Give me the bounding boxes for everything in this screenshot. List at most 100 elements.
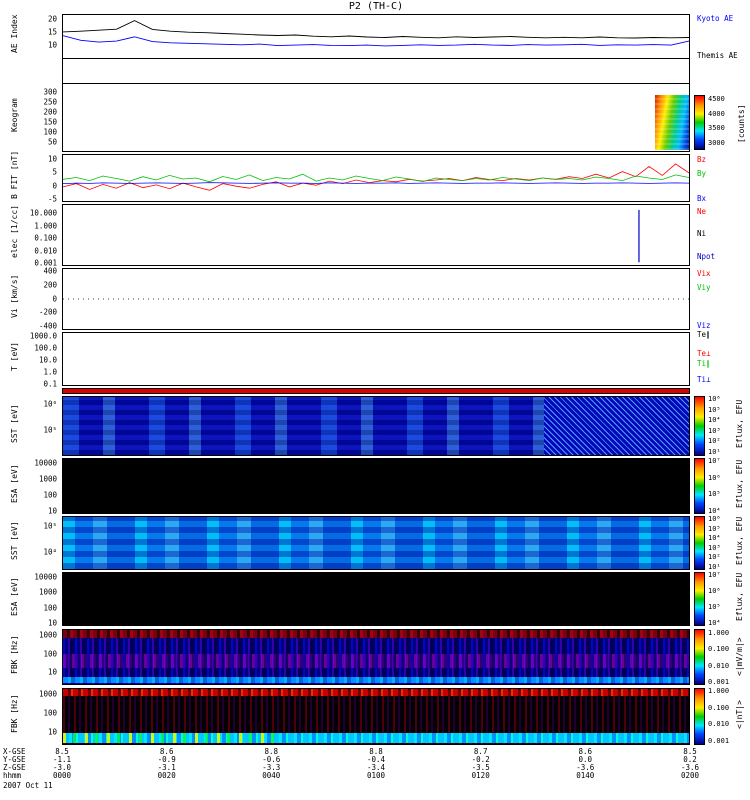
tick-label: 10⁶ <box>43 399 57 409</box>
fbk-e-mid-band <box>63 654 689 668</box>
velocity-line-plot <box>63 269 689 329</box>
tick-label: 10² <box>708 553 721 562</box>
tick-label: 100 <box>43 649 57 658</box>
tick-label: 10⁵ <box>708 603 721 611</box>
tick-label: 1000 <box>38 630 57 640</box>
colorbar-sst-electron <box>694 516 705 570</box>
tick-label: 1000 <box>38 474 57 484</box>
panel-velocity <box>62 268 690 330</box>
tick-label: 10.000 <box>29 208 57 218</box>
trace-Themis AE <box>63 21 689 38</box>
tick-label: 3000 <box>708 139 725 147</box>
tick-label: 0.001 <box>34 258 57 268</box>
tick-label: 0.100 <box>708 645 730 654</box>
bottom-axis-value: 0040 <box>262 771 281 780</box>
tick-label: -5 <box>47 194 57 204</box>
yticks-fbk-b: 1000 100 10 <box>0 690 57 737</box>
cbar-unit-fbk-e: <|mV/m|> <box>735 637 744 676</box>
bottom-axis-value: 8.6 <box>578 747 593 756</box>
bottom-axis-value: -0.2 <box>471 755 490 764</box>
tick-label: 0 <box>52 181 57 191</box>
trace-Bx <box>63 183 689 184</box>
yticks-sst-electron: 10⁵ 10⁴ <box>0 522 57 557</box>
bottom-axis-value: 0100 <box>366 771 386 780</box>
panel-density <box>62 204 690 266</box>
yticks-bfit: 10 5 0 -5 <box>0 155 57 204</box>
panel-fbk-e-spectrogram <box>62 629 690 685</box>
yticks-temperature: 1000.0 100.0 10.0 1.0 0.1 <box>0 332 57 389</box>
bottom-axis-value: -3.0 <box>52 763 72 772</box>
sst-ion-hatch-region <box>544 397 689 455</box>
tick-label: 100 <box>43 490 57 500</box>
yticks-keogram: 300 250 200 150 100 50 <box>0 88 57 147</box>
tick-label: 4000 <box>708 109 725 118</box>
trace-Kyoto AE <box>63 36 689 46</box>
panel-sst-electron-spectrogram <box>62 516 690 570</box>
cbar-unit-fbk-b: <|nT|> <box>735 700 744 729</box>
tick-label: 150 <box>43 117 57 127</box>
bottom-axis-value: 0000 <box>52 771 72 780</box>
panel-esa-ion-spectrogram <box>62 458 690 514</box>
tick-label: 0 <box>52 294 57 303</box>
density-line-plot <box>63 205 689 265</box>
trace-label-vix: Vix <box>697 269 711 278</box>
tick-label: 20 <box>47 14 57 24</box>
colorbar-esa-ion <box>694 458 705 514</box>
colorbar-keogram <box>694 95 705 150</box>
cticks-esa-electron: 10⁷ 10⁶ 10⁵ 10⁴ <box>708 571 738 627</box>
fbk-e-top-band <box>63 630 689 638</box>
tick-label: 1000 <box>38 689 57 699</box>
tick-label: 300 <box>43 87 57 97</box>
plot-title: P2 (TH-C) <box>348 1 404 12</box>
tick-label: 100 <box>43 603 57 613</box>
tick-label: 0.100 <box>708 703 730 712</box>
panel-temperature <box>62 332 690 386</box>
cticks-fbk-e: 1.000 0.100 0.010 0.001 <box>708 629 738 686</box>
tick-label: 1.0 <box>43 367 57 377</box>
tick-label: 10³ <box>708 426 721 435</box>
bottom-axis-value: 0140 <box>576 771 595 780</box>
bottom-axis-value: 0020 <box>157 771 176 780</box>
trace-label-ne: Ne <box>697 207 707 216</box>
tick-label: 3500 <box>708 124 725 133</box>
bottom-axis-value: -3.6 <box>576 763 595 772</box>
tick-label: 1000 <box>38 587 57 597</box>
panel-ae-index <box>62 14 690 59</box>
tick-label: 1.000 <box>708 629 730 637</box>
tick-label: 10000 <box>34 572 57 582</box>
bottom-axis-value: -0.9 <box>157 755 176 764</box>
tick-label: 0.010 <box>708 720 730 729</box>
bottom-axis-value: 0120 <box>471 771 490 780</box>
yticks-sst-ion: 10⁶ 10⁵ <box>0 400 57 435</box>
bottom-axis-value: -3.6 <box>680 763 700 772</box>
colorbar-fbk-b <box>694 688 705 745</box>
bottom-axis-value: -0.6 <box>262 755 281 764</box>
tick-label: 1.000 <box>708 687 730 695</box>
trace-label-ti-par: Ti∥ <box>697 359 710 368</box>
trace-label-bx: Bx <box>697 194 707 203</box>
bottom-axis-value: 8.8 <box>264 747 279 756</box>
tick-label: 10³ <box>708 543 721 552</box>
bottom-axis-value: 8.6 <box>159 747 174 756</box>
tick-label: 100 <box>43 127 57 137</box>
cticks-keogram: 4500 4000 3500 3000 <box>708 95 738 147</box>
tick-label: 10⁴ <box>708 416 721 425</box>
fbk-b-top-band <box>63 689 689 696</box>
cticks-sst-ion: 10⁶ 10⁵ 10⁴ 10³ 10² 10¹ <box>708 395 738 456</box>
trace-label-by: By <box>697 169 707 178</box>
tick-label: 10² <box>708 437 721 446</box>
ae-line-plot <box>63 15 689 58</box>
tick-label: 50 <box>47 137 57 147</box>
yticks-esa-electron: 10000 1000 100 10 <box>0 573 57 628</box>
tick-label: 0.001 <box>708 678 730 686</box>
cticks-fbk-b: 1.000 0.100 0.010 0.001 <box>708 687 738 745</box>
bottom-axis-value: -1.1 <box>52 755 72 764</box>
panel-b-fit <box>62 154 690 202</box>
colorbar-sst-ion <box>694 396 705 456</box>
cbar-unit-sst-ion: Eflux, EFU <box>735 399 744 448</box>
bottom-axis-row-label: hhmm <box>3 771 22 780</box>
tick-label: 200 <box>43 107 57 117</box>
cbar-unit-esa-ion: Eflux, EFU <box>735 459 744 508</box>
yticks-fbk-e: 1000 100 10 <box>0 631 57 677</box>
tick-label: 10⁴ <box>708 507 721 515</box>
